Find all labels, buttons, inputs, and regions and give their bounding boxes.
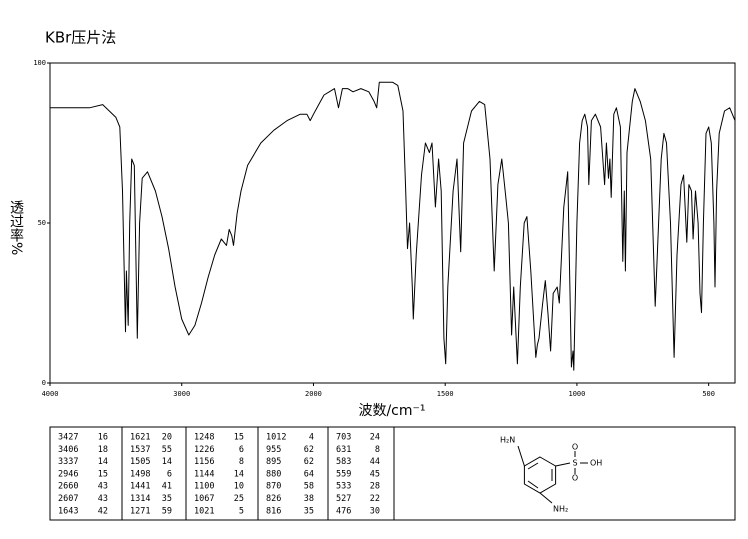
peak-wavenumber: 1441 <box>130 482 150 492</box>
peak-wavenumber: 3337 <box>58 457 78 467</box>
peak-transmittance: 44 <box>370 457 380 467</box>
peak-wavenumber: 870 <box>266 482 281 492</box>
y-tick-label: 50 <box>38 219 46 227</box>
peak-transmittance: 6 <box>167 469 172 479</box>
peak-transmittance: 8 <box>375 445 380 455</box>
peak-transmittance: 59 <box>162 506 172 516</box>
peak-transmittance: 5 <box>239 506 244 516</box>
peak-transmittance: 35 <box>304 506 314 516</box>
peak-transmittance: 14 <box>234 469 244 479</box>
peak-transmittance: 62 <box>304 445 314 455</box>
peak-transmittance: 16 <box>98 433 108 443</box>
plot-frame <box>49 62 736 384</box>
y-axis-label: 透过率% <box>8 200 24 255</box>
y-tick-label: 100 <box>33 59 46 67</box>
peak-transmittance: 30 <box>370 506 380 516</box>
peak-transmittance: 35 <box>162 494 172 504</box>
peak-wavenumber: 895 <box>266 457 281 467</box>
peak-transmittance: 4 <box>309 433 314 443</box>
title: KBr压片法 <box>45 29 116 47</box>
peak-wavenumber: 1067 <box>194 494 214 504</box>
structure-bonds <box>517 445 588 504</box>
peak-transmittance: 10 <box>234 482 244 492</box>
x-tick-label: 3000 <box>173 390 190 398</box>
x-tick-label: 2000 <box>305 390 322 398</box>
peak-wavenumber: 2660 <box>58 482 78 492</box>
peak-transmittance: 15 <box>234 433 244 443</box>
peak-wavenumber: 2607 <box>58 494 78 504</box>
peak-transmittance: 45 <box>370 469 380 479</box>
peak-transmittance: 64 <box>304 469 314 479</box>
peak-wavenumber: 1314 <box>130 494 150 504</box>
peak-wavenumber: 3406 <box>58 445 78 455</box>
peak-wavenumber: 476 <box>336 506 351 516</box>
peak-wavenumber: 1537 <box>130 445 150 455</box>
peak-transmittance: 58 <box>304 482 314 492</box>
peak-transmittance: 43 <box>98 494 108 504</box>
peak-transmittance: 62 <box>304 457 314 467</box>
peak-transmittance: 41 <box>162 482 172 492</box>
peak-wavenumber: 3427 <box>58 433 78 443</box>
structure-label: NH₂ <box>553 505 568 514</box>
peak-wavenumber: 1144 <box>194 469 214 479</box>
structure-label: H₂N <box>500 436 515 445</box>
peak-wavenumber: 826 <box>266 494 281 504</box>
peak-transmittance: 38 <box>304 494 314 504</box>
peak-wavenumber: 955 <box>266 445 281 455</box>
peak-transmittance: 55 <box>162 445 172 455</box>
table-frame <box>49 426 736 521</box>
peak-transmittance: 25 <box>234 494 244 504</box>
structure-label: O <box>572 474 578 483</box>
structure-label: OH <box>590 459 602 468</box>
peak-wavenumber: 1248 <box>194 433 214 443</box>
peak-wavenumber: 2946 <box>58 469 78 479</box>
peak-transmittance: 14 <box>162 457 172 467</box>
peak-wavenumber: 1621 <box>130 433 150 443</box>
peak-wavenumber: 559 <box>336 469 351 479</box>
peak-wavenumber: 583 <box>336 457 351 467</box>
peak-transmittance: 15 <box>98 469 108 479</box>
peak-wavenumber: 1643 <box>58 506 78 516</box>
peak-transmittance: 14 <box>98 457 108 467</box>
peak-transmittance: 28 <box>370 482 380 492</box>
peak-wavenumber: 533 <box>336 482 351 492</box>
peak-transmittance: 18 <box>98 445 108 455</box>
peak-wavenumber: 880 <box>266 469 281 479</box>
x-tick-label: 1500 <box>437 390 454 398</box>
peak-wavenumber: 703 <box>336 433 351 443</box>
x-axis-label: 波数/cm⁻¹ <box>358 403 425 419</box>
peak-wavenumber: 527 <box>336 494 351 504</box>
peak-transmittance: 43 <box>98 482 108 492</box>
peak-transmittance: 8 <box>239 457 244 467</box>
x-tick-label: 1000 <box>568 390 585 398</box>
peak-wavenumber: 1156 <box>194 457 214 467</box>
peak-wavenumber: 816 <box>266 506 281 516</box>
peak-wavenumber: 1100 <box>194 482 214 492</box>
peak-transmittance: 42 <box>98 506 108 516</box>
peak-wavenumber: 631 <box>336 445 351 455</box>
x-tick-label: 500 <box>702 390 715 398</box>
table-dividers <box>121 427 395 520</box>
peak-transmittance: 24 <box>370 433 380 443</box>
peak-wavenumber: 1498 <box>130 469 150 479</box>
x-tick-label: 4000 <box>42 390 59 398</box>
peak-wavenumber: 1226 <box>194 445 214 455</box>
peak-wavenumber: 1271 <box>130 506 150 516</box>
structure-label: O <box>572 443 578 452</box>
peak-wavenumber: 1021 <box>194 506 214 516</box>
peak-transmittance: 20 <box>162 433 172 443</box>
y-tick-label: 0 <box>42 379 46 387</box>
peak-wavenumber: 1505 <box>130 457 150 467</box>
peak-wavenumber: 1012 <box>266 433 286 443</box>
structure-label: S <box>572 459 577 468</box>
peak-transmittance: 22 <box>370 494 380 504</box>
peak-transmittance: 6 <box>239 445 244 455</box>
spectrum-line <box>50 81 736 371</box>
